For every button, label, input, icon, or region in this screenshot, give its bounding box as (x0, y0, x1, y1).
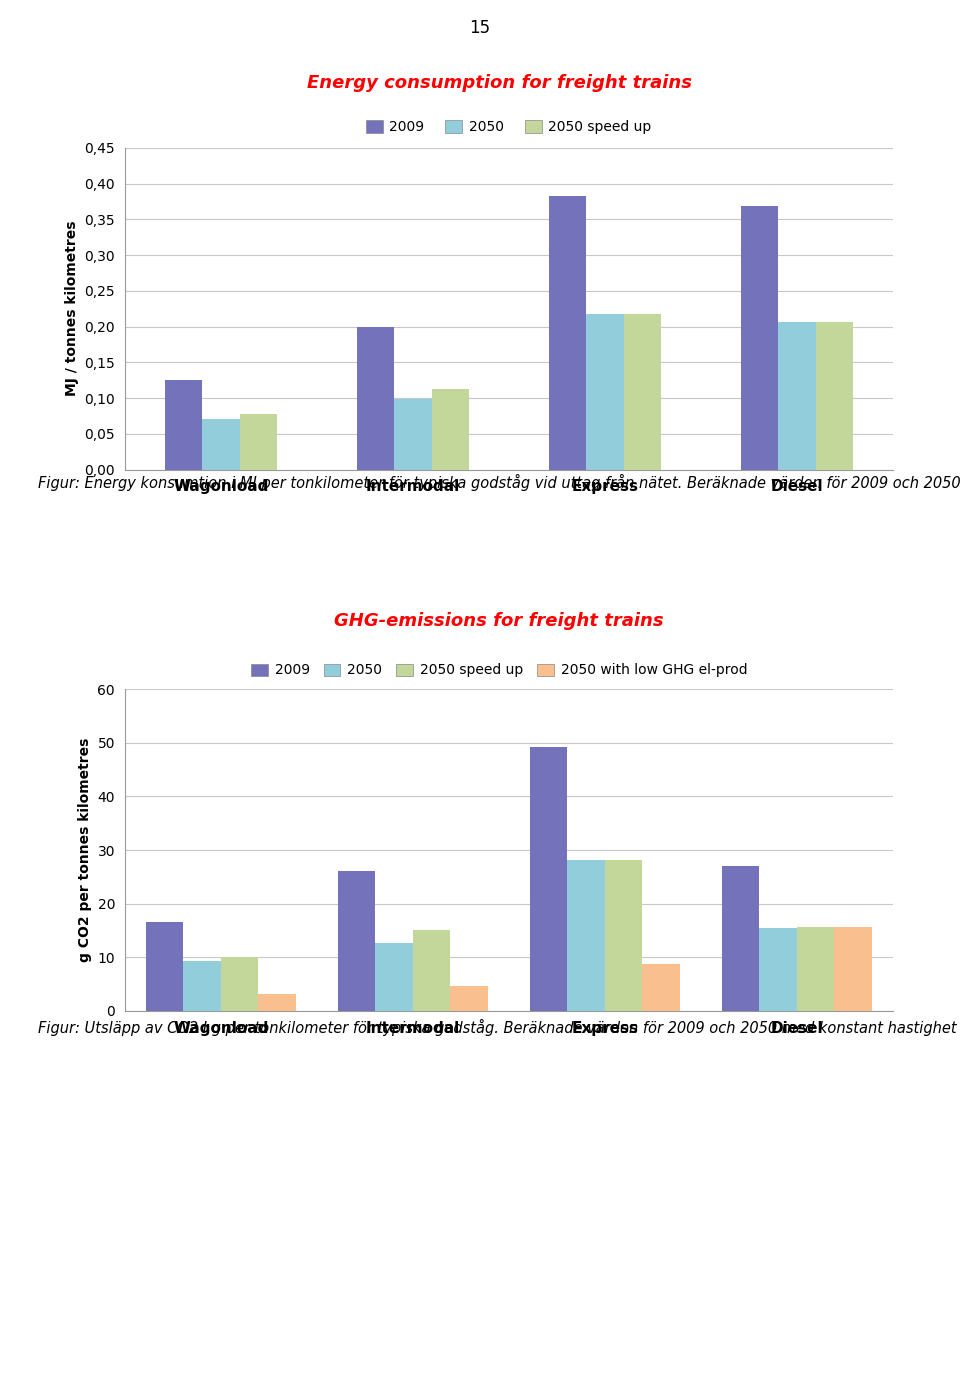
Bar (357, 326, 394, 470)
Bar (203, 420, 240, 470)
Bar (778, 322, 815, 470)
Bar (221, 957, 258, 1011)
Bar (183, 961, 221, 1011)
Bar (586, 313, 624, 470)
Bar (624, 313, 660, 470)
Bar (375, 943, 413, 1011)
Bar (395, 399, 432, 470)
Bar (432, 388, 469, 470)
Text: Energy consumption for freight trains: Energy consumption for freight trains (306, 73, 692, 93)
Legend: 2009, 2050, 2050 speed up, 2050 with low GHG el-prod: 2009, 2050, 2050 speed up, 2050 with low… (246, 657, 753, 684)
Bar (549, 196, 587, 470)
Bar (834, 927, 872, 1011)
Bar (759, 928, 797, 1011)
Bar (815, 322, 852, 470)
Bar (258, 994, 296, 1011)
Y-axis label: MJ / tonnes kilometres: MJ / tonnes kilometres (64, 221, 79, 396)
Text: 15: 15 (469, 18, 491, 37)
Bar (413, 931, 450, 1011)
Legend: 2009, 2050, 2050 speed up: 2009, 2050, 2050 speed up (360, 115, 658, 139)
Y-axis label: g CO2 per tonnes kilometres: g CO2 per tonnes kilometres (78, 737, 92, 963)
Bar (240, 414, 277, 470)
Bar (741, 206, 778, 470)
Bar (165, 380, 203, 470)
Bar (605, 859, 642, 1011)
Bar (567, 859, 605, 1011)
Text: Figur: Utsläpp av CO2 I g per tonkilometer för typiska godståg. Beräknade värden: Figur: Utsläpp av CO2 I g per tonkilomet… (38, 1019, 960, 1036)
Text: GHG-emissions for freight trains: GHG-emissions for freight trains (334, 612, 664, 631)
Text: Figur: Energy konsumtion i MJ per tonkilometer för typiska godståg vid uttag frå: Figur: Energy konsumtion i MJ per tonkil… (38, 474, 960, 490)
Bar (642, 964, 680, 1011)
Bar (450, 986, 488, 1011)
Bar (530, 747, 567, 1011)
Bar (797, 927, 834, 1011)
Bar (722, 866, 759, 1011)
Bar (146, 923, 183, 1011)
Bar (338, 871, 375, 1011)
